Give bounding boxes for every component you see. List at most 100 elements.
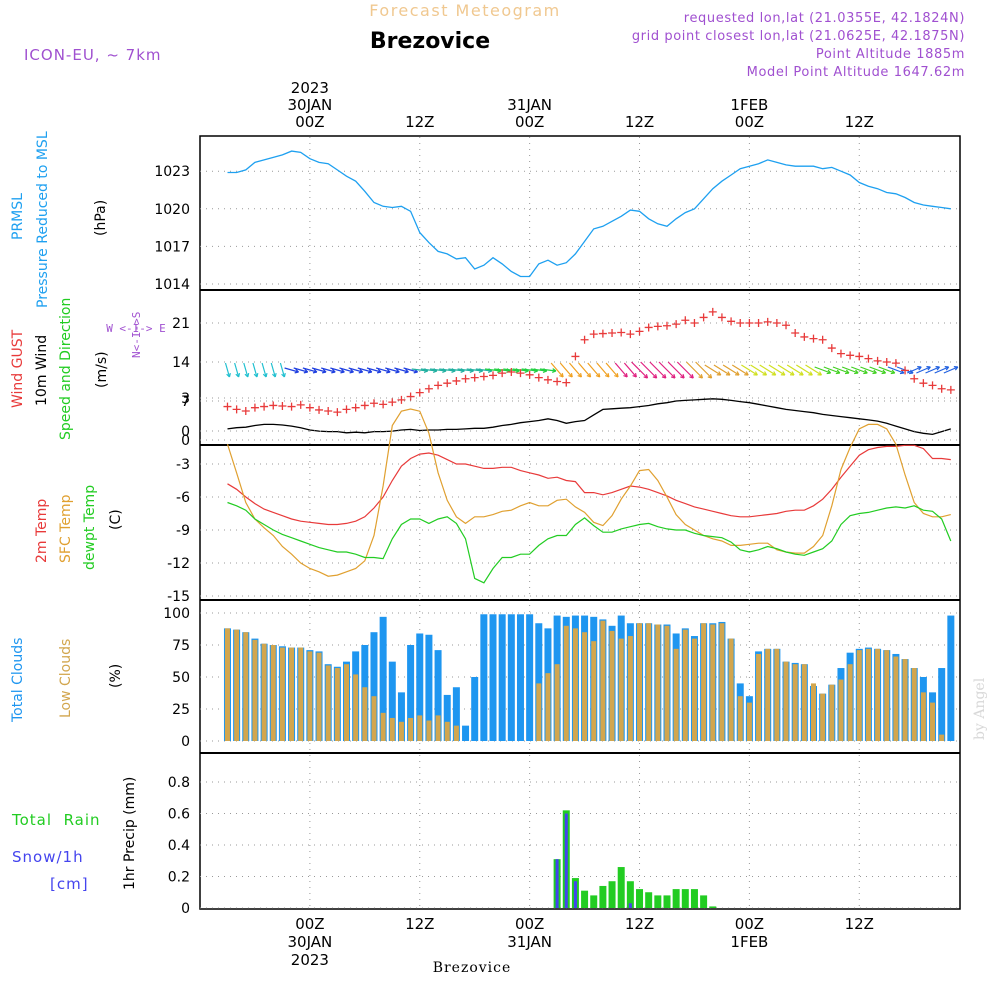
wind-arrow xyxy=(252,362,258,378)
cloud-panel: 0 25 50 75 100 xyxy=(163,606,960,750)
gust-marker xyxy=(543,375,552,384)
wind-arrow-head xyxy=(652,373,658,379)
gust-marker xyxy=(946,385,955,394)
wind-arrow xyxy=(394,367,409,373)
low-cloud-bar xyxy=(646,623,652,741)
compass-we: W <-I-> E xyxy=(106,322,166,335)
ytick-wind-3: 21 xyxy=(172,316,190,332)
watermark-credit: by Angel xyxy=(972,677,988,740)
dewpt-line xyxy=(227,501,952,584)
wind-arrow-head xyxy=(643,373,649,379)
wind-arrow xyxy=(722,364,740,376)
gust-marker xyxy=(699,313,708,322)
wind-arrow xyxy=(676,361,694,379)
gust-marker xyxy=(672,320,681,329)
wind-arrow xyxy=(704,364,722,376)
wind-arrow xyxy=(814,366,831,374)
wind-arrow xyxy=(357,367,372,373)
low-cloud-bar xyxy=(600,620,606,741)
gust-marker xyxy=(717,313,726,322)
wind-arrow-head xyxy=(244,372,250,378)
gust-marker xyxy=(525,370,534,379)
ytick-precip-0: 0 xyxy=(181,901,190,917)
gust-marker xyxy=(782,321,791,330)
rain-bar xyxy=(645,892,653,908)
ytick-clouds-3: 75 xyxy=(172,638,190,654)
total-cloud-bar xyxy=(452,687,460,741)
gust-marker xyxy=(342,405,351,414)
wind-arrow xyxy=(731,364,749,376)
wind-arrow xyxy=(713,364,731,376)
gust-marker xyxy=(470,373,479,382)
wind-arrow-head xyxy=(854,369,859,375)
gust-marker xyxy=(800,332,809,341)
wind-gust-label: Wind GUST xyxy=(10,329,26,408)
gust-marker xyxy=(269,401,278,410)
cm-label: [cm] xyxy=(50,875,89,893)
wind-arrow-head xyxy=(872,369,877,375)
wind-arrow-head xyxy=(303,368,309,374)
ytick-wind-0: 0 xyxy=(181,433,190,449)
gust-marker xyxy=(580,335,589,344)
gust-marker xyxy=(809,334,818,343)
gust-marker xyxy=(763,317,772,326)
wind-arrow xyxy=(925,366,940,374)
wind-arrow xyxy=(796,364,813,376)
low-cloud-bar xyxy=(911,668,917,741)
wind10-label: 10m Wind xyxy=(34,335,50,406)
wind-arrow-head xyxy=(623,372,628,378)
wind-panel: 0 7 14 21 xyxy=(172,307,960,449)
top-time-label-4-1: 00Z xyxy=(735,113,764,131)
snow-bar xyxy=(564,813,568,908)
gust-marker xyxy=(937,384,946,393)
gust-marker xyxy=(708,307,717,316)
total-cloud-bar xyxy=(507,614,515,741)
low-cloud-bar xyxy=(884,650,890,741)
gust-marker xyxy=(516,369,525,378)
bottom-time-label-1-0: 12Z xyxy=(405,915,434,933)
wind-arrow xyxy=(823,366,841,374)
low-cloud-bar xyxy=(371,696,377,741)
rain-bar xyxy=(681,889,689,908)
wind-arrow xyxy=(321,367,336,373)
ytick-precip-2: 0.4 xyxy=(168,838,190,854)
gust-marker xyxy=(791,329,800,338)
wind-arrow-head xyxy=(235,372,241,378)
wind-arrow-head xyxy=(917,366,922,371)
low-cloud-bar xyxy=(801,664,807,741)
wind10-line xyxy=(227,398,951,436)
ytick-clouds-2: 50 xyxy=(172,670,190,686)
gust-marker xyxy=(653,322,662,331)
wind-arrow xyxy=(439,368,456,372)
wind-arrow xyxy=(667,361,685,379)
gust-marker xyxy=(919,379,928,388)
low-cloud-bar xyxy=(664,625,670,741)
gust-marker xyxy=(910,374,919,383)
wind-arrow-head xyxy=(881,369,887,375)
sfc-temp-line xyxy=(226,408,951,577)
wind-arrow-head xyxy=(808,371,813,376)
wind-arrow-head xyxy=(707,373,713,379)
wind-arrow-head xyxy=(935,366,941,371)
wind-arrow xyxy=(786,364,804,376)
wind-arrow xyxy=(869,366,886,374)
low-cloud-bar xyxy=(591,641,597,741)
wind-arrow xyxy=(695,361,713,379)
low-cloud-bar xyxy=(279,647,285,741)
gust-marker xyxy=(772,319,781,327)
bottom-time-label-2-0: 00Z xyxy=(515,915,544,933)
rain-bar xyxy=(709,906,717,908)
wind-arrow-head xyxy=(586,372,592,378)
ytick-precip-1: 0.2 xyxy=(168,870,190,886)
wind-arrow-head xyxy=(395,368,400,374)
wind-arrow xyxy=(243,362,249,378)
gust-marker xyxy=(443,379,452,388)
wind-arrow xyxy=(841,366,859,374)
low-cloud-bar xyxy=(930,702,936,741)
wind-arrow xyxy=(934,366,949,374)
low-cloud-bar xyxy=(563,625,569,741)
wind-arrow xyxy=(614,362,628,378)
gust-marker xyxy=(397,395,406,404)
wind-arrow-head xyxy=(322,368,327,374)
model-label: ICON-EU, ~ 7km xyxy=(24,46,162,64)
